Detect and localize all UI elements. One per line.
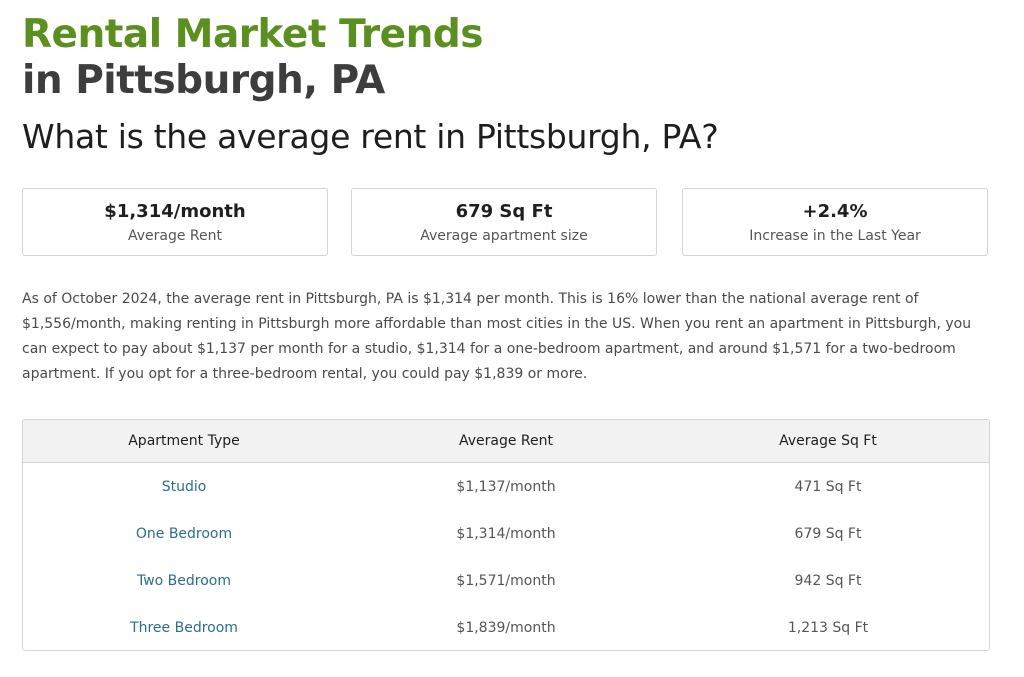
apartment-type-link-two-bedroom[interactable]: Two Bedroom: [136, 572, 232, 589]
table-row: Three Bedroom $1,839/month 1,213 Sq Ft: [23, 604, 989, 650]
average-sqft-cell: 679 Sq Ft: [794, 525, 862, 542]
stat-label: Average apartment size: [420, 228, 588, 244]
average-rent-cell: $1,314/month: [456, 525, 556, 542]
stat-value: +2.4%: [802, 201, 868, 222]
average-sqft-cell: 942 Sq Ft: [794, 572, 862, 589]
apartment-type-link-three-bedroom[interactable]: Three Bedroom: [130, 619, 238, 636]
average-sqft-cell: 471 Sq Ft: [794, 478, 862, 495]
average-rent-cell: $1,571/month: [456, 572, 556, 589]
page-title: Rental Market Trends: [22, 12, 483, 57]
column-header-average-sqft: Average Sq Ft: [779, 433, 877, 449]
stat-card-yearly-increase: +2.4% Increase in the Last Year: [682, 188, 988, 256]
column-header-average-rent: Average Rent: [458, 433, 553, 449]
rent-table: Apartment Type Average Rent Average Sq F…: [22, 419, 990, 651]
column-header-apartment-type: Apartment Type: [128, 433, 240, 449]
average-rent-cell: $1,839/month: [456, 619, 556, 636]
table-row: Two Bedroom $1,571/month 942 Sq Ft: [23, 557, 989, 605]
stat-value: $1,314/month: [104, 201, 246, 222]
table-row: One Bedroom $1,314/month 679 Sq Ft: [23, 510, 989, 558]
apartment-type-link-one-bedroom[interactable]: One Bedroom: [135, 525, 233, 542]
average-sqft-cell: 1,213 Sq Ft: [787, 619, 869, 636]
rent-description: As of October 2024, the average rent in …: [22, 291, 972, 382]
stat-label: Average Rent: [127, 228, 222, 244]
stat-card-average-rent: $1,314/month Average Rent: [22, 188, 328, 256]
apartment-type-link-studio[interactable]: Studio: [161, 478, 207, 495]
table-row: Studio $1,137/month 471 Sq Ft: [23, 463, 989, 511]
stat-label: Increase in the Last Year: [749, 228, 921, 244]
stat-value: 679 Sq Ft: [455, 201, 553, 222]
average-rent-cell: $1,137/month: [456, 478, 556, 495]
stat-card-apartment-size: 679 Sq Ft Average apartment size: [351, 188, 657, 256]
table-header-row: Apartment Type Average Rent Average Sq F…: [23, 420, 989, 463]
section-heading: What is the average rent in Pittsburgh, …: [22, 117, 719, 156]
page-subtitle-location: in Pittsburgh, PA: [22, 58, 385, 103]
